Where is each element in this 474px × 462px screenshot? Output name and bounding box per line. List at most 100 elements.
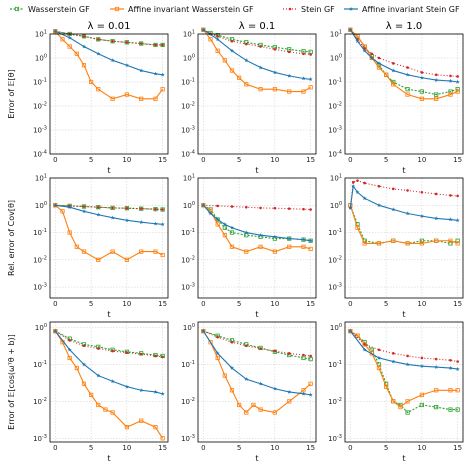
series-point-1 [60, 209, 65, 214]
series-point-2 [420, 356, 424, 360]
y-tick-label: 101 [330, 174, 342, 183]
x-axis-label: t [402, 454, 405, 462]
x-axis-label: t [402, 310, 405, 319]
y-tick-label: 10-2 [181, 397, 195, 406]
series-point-2 [391, 187, 395, 191]
column-title: λ = 0.01 [88, 21, 131, 32]
x-tick-label: 0 [348, 444, 352, 452]
legend-item-3: Affine invariant Stein GF [344, 5, 460, 14]
x-axis-label: t [255, 454, 258, 462]
y-tick-label: 10-1 [328, 360, 342, 369]
series-point-0 [419, 402, 424, 408]
series-point-3 [124, 384, 129, 389]
series-point-1 [376, 65, 382, 70]
series-point-3 [67, 205, 72, 209]
series-point-1 [308, 381, 313, 386]
series-point-1 [215, 48, 220, 53]
series-point-2 [154, 207, 157, 211]
series-point-1 [215, 222, 220, 227]
series-point-3 [258, 381, 263, 386]
panel-r1-c2: 0 5 10 15 10-3 10-2 10-1 100 101 t [328, 174, 464, 319]
series-point-1 [67, 44, 72, 49]
y-tick-label: 100 [35, 323, 47, 332]
y-tick-label: 100 [330, 201, 342, 210]
series-point-3 [419, 75, 424, 80]
series-point-3 [301, 237, 306, 242]
series-point-3 [355, 190, 360, 195]
series-point-2 [449, 194, 452, 197]
series-point-2 [244, 344, 248, 348]
series-point-1 [139, 418, 144, 423]
series-point-1 [160, 436, 165, 441]
x-axis-label: t [107, 166, 110, 175]
series-point-3 [53, 328, 58, 333]
series-point-1 [103, 407, 108, 412]
series-point-3 [301, 391, 306, 396]
series-point-1 [272, 249, 277, 254]
x-tick-label: 15 [306, 300, 315, 308]
x-tick-label: 5 [237, 156, 241, 164]
panel-frame [49, 321, 169, 443]
series-point-2 [68, 339, 71, 342]
panel-background [50, 178, 168, 298]
legend-item-2: Stein GF [283, 5, 335, 14]
series-point-2 [434, 73, 438, 77]
series-point-2 [96, 38, 100, 41]
series-line-2 [203, 29, 311, 56]
x-tick-label: 5 [89, 444, 93, 452]
x-tick-label: 10 [122, 156, 131, 164]
series-line-2 [349, 29, 458, 78]
series-point-1 [287, 399, 292, 404]
y-tick-label: 10-2 [33, 102, 47, 111]
y-tick-label: 101 [183, 30, 195, 39]
series-point-1 [455, 241, 460, 246]
series-point-1 [222, 58, 227, 63]
series-line-1 [55, 204, 163, 261]
series-point-2 [82, 35, 86, 38]
series-point-2 [434, 192, 438, 196]
series-point-1 [229, 68, 235, 73]
panel-frame [344, 33, 464, 155]
x-tick-label: 5 [384, 156, 388, 164]
series-point-2 [244, 42, 248, 46]
series-point-2 [309, 53, 312, 56]
series-point-1 [434, 238, 439, 243]
x-axis-label: t [107, 310, 110, 319]
series-point-2 [377, 348, 381, 352]
series-line-1 [349, 205, 458, 244]
series-point-2 [351, 180, 355, 184]
x-tick-label: 5 [384, 444, 388, 452]
panel-frame [197, 177, 317, 299]
series-point-1 [308, 85, 313, 90]
panel-background [198, 34, 316, 154]
series-point-0 [448, 89, 453, 94]
series-point-1 [258, 407, 263, 412]
series-point-0 [110, 205, 115, 211]
series-point-1 [222, 373, 227, 378]
series-point-3 [139, 219, 144, 224]
series-point-2 [287, 50, 291, 54]
series-point-3 [153, 389, 158, 394]
series-point-2 [111, 39, 114, 43]
series-point-0 [139, 41, 144, 46]
series-point-3 [81, 209, 87, 214]
legend-item-1: Affine invariant Wasserstein GF [110, 5, 254, 14]
series-point-0 [110, 39, 115, 44]
series-point-3 [160, 72, 165, 77]
y-tick-label: 100 [183, 54, 195, 63]
series-point-3 [215, 37, 220, 42]
column-title: λ = 0.1 [239, 21, 276, 32]
series-point-3 [355, 39, 360, 43]
series-point-3 [419, 213, 424, 218]
series-point-3 [434, 364, 439, 369]
series-point-2 [161, 208, 164, 211]
series-point-2 [125, 206, 129, 210]
series-point-3 [348, 27, 353, 32]
series-point-1 [139, 249, 144, 254]
panel-frame [197, 33, 317, 155]
series-point-1 [448, 388, 453, 393]
series-point-3 [362, 196, 367, 201]
x-tick-label: 15 [158, 156, 167, 164]
